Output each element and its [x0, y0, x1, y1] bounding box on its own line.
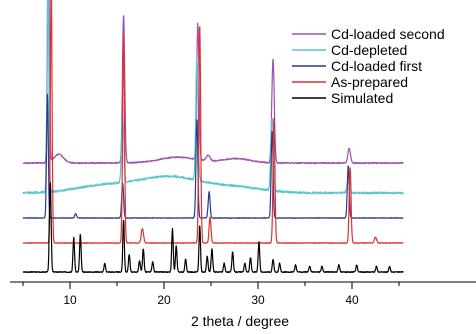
series-layer	[22, 0, 404, 273]
series-line-cd-depleted	[22, 0, 404, 195]
legend-label: Cd-loaded first	[331, 58, 422, 74]
x-tick-label: 20	[157, 293, 171, 307]
series-line-as-prepared	[22, 0, 404, 244]
legend-label: As-prepared	[331, 74, 408, 90]
x-tick-label: 40	[345, 293, 359, 307]
x-tick-label: 30	[251, 293, 265, 307]
x-tick-label: 10	[63, 293, 77, 307]
x-axis-ticks: 10 20 30 40	[22, 282, 400, 307]
x-axis-title: 2 theta / degree	[191, 313, 289, 329]
legend-label: Cd-loaded second	[331, 26, 445, 42]
legend-label: Simulated	[331, 90, 393, 106]
series-line-simulated	[22, 182, 404, 273]
legend-label: Cd-depleted	[331, 42, 407, 58]
series-line-cd-loaded-second	[22, 0, 404, 165]
series-line-cd-loaded-first	[22, 93, 404, 219]
